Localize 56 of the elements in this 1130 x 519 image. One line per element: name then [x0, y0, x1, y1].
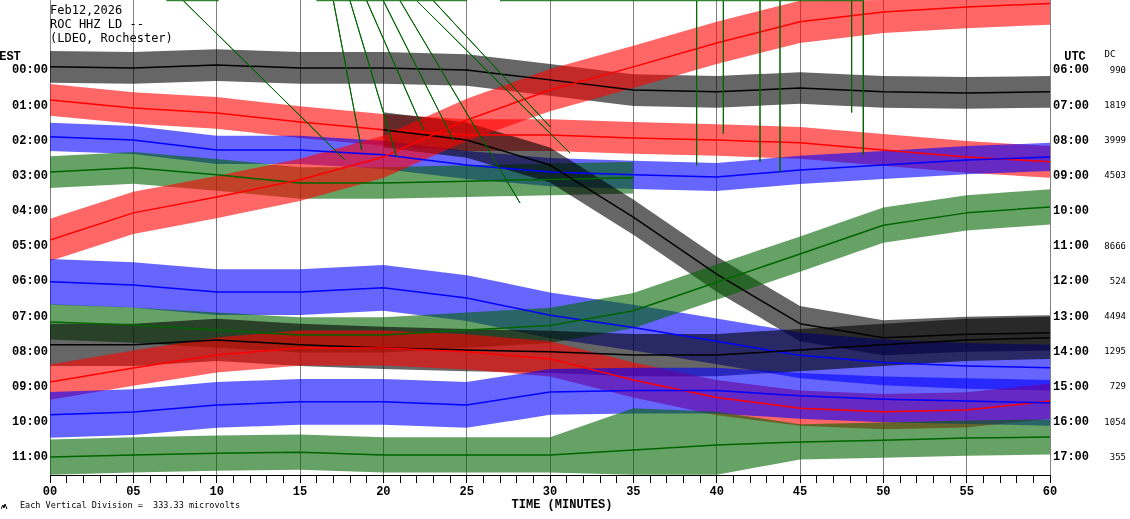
y3-tick-label: 16:00: [1053, 415, 1090, 430]
y3-tick-label: 17:00: [1053, 450, 1090, 465]
category-label: 4503: [1104, 170, 1126, 181]
text: ROC HHZ LD --: [50, 17, 145, 31]
text: Each Vertical Division = 333.33 microvolts: [20, 500, 241, 510]
x-tick-label: 35: [626, 485, 641, 500]
y3-tick-label: 09:00: [1053, 168, 1090, 183]
annotation: (LDEO, Rochester): [50, 31, 173, 45]
y-tick-label: 05:00: [11, 239, 48, 254]
x-tick-label: 60: [1042, 485, 1058, 500]
y-tick-label: 00:00: [11, 63, 48, 78]
x-tick-label: 05: [126, 485, 141, 500]
y3-tick-label: 08:00: [1053, 133, 1090, 148]
y3-tick-label: 14:00: [1053, 344, 1090, 359]
y-tick-label: 09:00: [11, 380, 48, 395]
y-axis-title: EST: [0, 50, 21, 65]
category-label: 1819: [1104, 99, 1126, 110]
y3-tick-label: 10:00: [1053, 204, 1090, 219]
y2-axis-title: DC: [1104, 49, 1116, 60]
y-tick-label: 02:00: [11, 133, 48, 148]
x-tick-label: 25: [459, 485, 474, 500]
y3-tick-label: 12:00: [1053, 274, 1090, 289]
category-label: 1054: [1104, 416, 1126, 427]
y3-tick-label: 15:00: [1053, 380, 1090, 395]
x-tick-label: 45: [792, 485, 808, 500]
x-tick-label: 50: [876, 485, 891, 500]
x-tick-label: 30: [542, 485, 558, 500]
y3-tick-label: 11:00: [1053, 239, 1090, 254]
x-tick-label: 20: [376, 485, 391, 500]
y-tick-label: 11:00: [11, 450, 48, 465]
category-label: 524: [1109, 275, 1126, 286]
y3-tick-label: 06:00: [1053, 63, 1090, 78]
x-tick-label: 00: [42, 485, 58, 500]
x-tick-label: 40: [709, 485, 724, 500]
y-tick-label: 08:00: [11, 344, 48, 359]
x-tick-label: 10: [209, 485, 224, 500]
x-tick-label: 55: [959, 485, 974, 500]
y3-tick-label: 07:00: [1053, 98, 1090, 113]
category-label: 355: [1109, 451, 1126, 462]
x-axis-title: TIME (MINUTES): [511, 498, 613, 512]
y3-tick-label: 13:00: [1053, 309, 1090, 324]
y-tick-label: 10:00: [11, 415, 48, 430]
category-label: 729: [1109, 381, 1126, 392]
category-label: 4494: [1104, 311, 1126, 322]
y-tick-label: 06:00: [11, 274, 48, 289]
category-label: 3999: [1104, 135, 1126, 146]
y-tick-label: 04:00: [11, 204, 48, 219]
y-tick-label: 07:00: [11, 309, 48, 324]
category-label: 1295: [1104, 346, 1126, 357]
x-tick-label: 15: [292, 485, 308, 500]
category-label: 8666: [1104, 240, 1126, 251]
y-tick-label: 03:00: [11, 168, 48, 183]
chart-title: Feb12,2026: [50, 3, 124, 17]
y-tick-label: 01:00: [11, 98, 48, 113]
category-label: 990: [1109, 64, 1126, 75]
y3-axis-title: UTC: [1064, 50, 1086, 65]
